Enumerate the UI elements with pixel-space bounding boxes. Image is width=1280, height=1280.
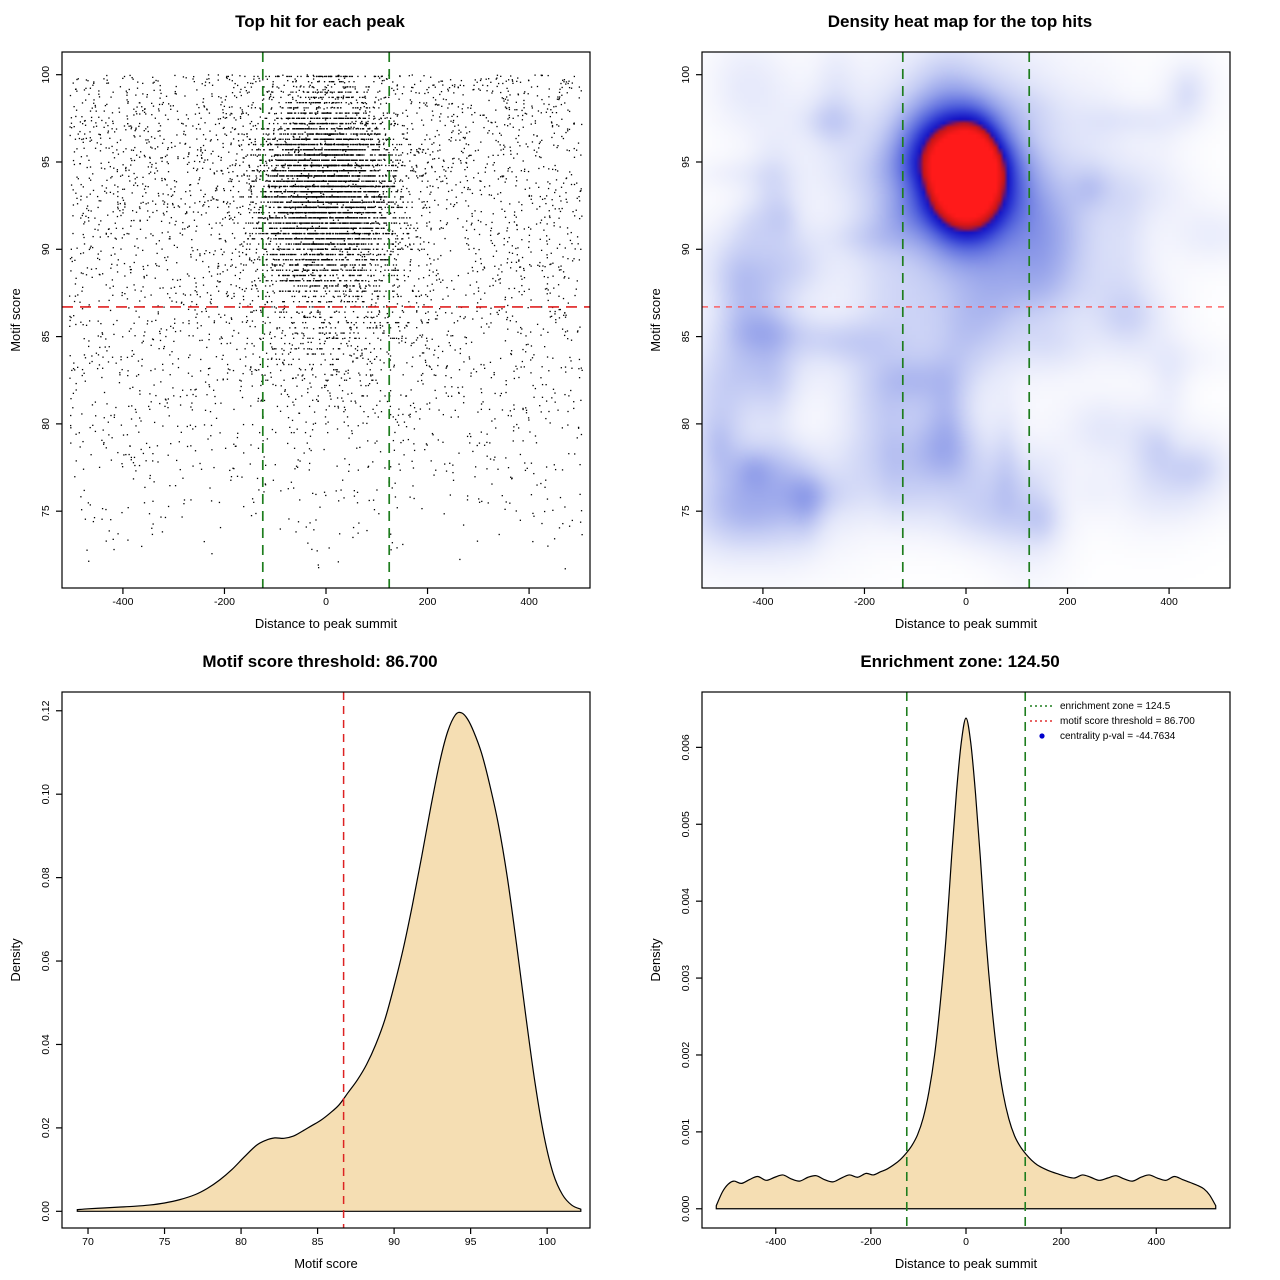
heatmap-chart-title: Density heat map for the top hits [827,12,1093,31]
enrichment-zone-density-canvas [640,680,1280,1280]
panel-motif-score-density: Motif score threshold: 86.700 [0,640,640,1280]
panel-enrichment-zone-density: Enrichment zone: 124.50 [640,640,1280,1280]
heatmap-plot-canvas [640,40,1280,640]
motif-score-density-canvas [0,680,640,1280]
enrichment-zone-title: Enrichment zone: 124.50 [860,652,1060,671]
scatter-plot-canvas [0,40,640,640]
scatter-chart-title: Top hit for each peak [235,12,405,31]
panel-top-hit-scatter: Top hit for each peak [0,0,640,640]
panel-density-heatmap: Density heat map for the top hits [640,0,1280,640]
motif-score-density-title: Motif score threshold: 86.700 [202,652,438,671]
